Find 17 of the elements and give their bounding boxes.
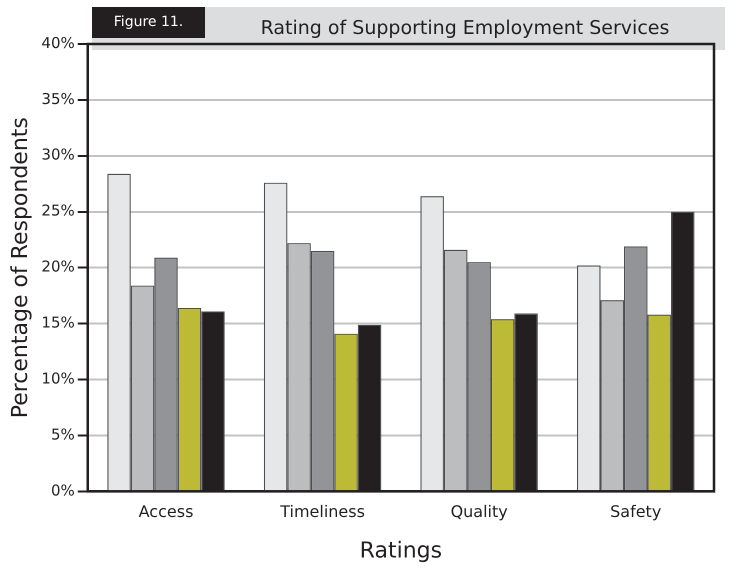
caption: Figure 11.	[92, 7, 205, 38]
y-tick-label: 0%	[50, 481, 75, 500]
x-tick-label: Access	[138, 502, 194, 522]
x-tick-label: Safety	[610, 502, 662, 522]
x-tick-label: Quality	[450, 502, 508, 522]
y-tick-label: 30%	[41, 146, 75, 164]
x-tick-label: Timeliness	[279, 502, 365, 522]
y-tick-label: 20%	[41, 258, 75, 276]
chart-title: Rating of Supporting Employment Services	[260, 16, 670, 41]
y-tick-label: 10%	[41, 369, 75, 388]
y-tick-label: 15%	[41, 314, 75, 332]
y-tick-label: 25%	[41, 202, 75, 220]
x-axis-title: Ratings	[360, 538, 442, 564]
y-tick-label: 5%	[50, 425, 75, 444]
y-axis-title: Percentage of Respondents	[8, 117, 33, 418]
y-tick-label: 35%	[41, 90, 75, 108]
y-tick-label: 40%	[41, 34, 75, 52]
